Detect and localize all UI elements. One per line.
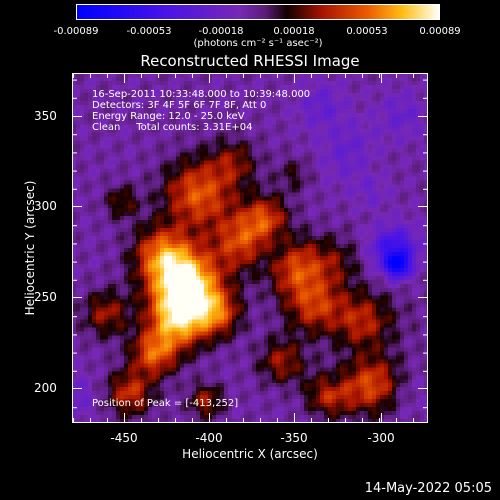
y-tick-label: 300 (34, 199, 57, 213)
time-range-text: 16-Sep-2011 10:33:48.000 to 10:39:48.000 (92, 89, 311, 100)
x-tick-label: -300 (367, 431, 395, 445)
x-tick-label: -400 (195, 431, 223, 445)
energy-range-text: Energy Range: 12.0 - 25.0 keV (92, 111, 245, 122)
date-stamp: 14-May-2022 05:05 (364, 481, 492, 496)
image-plot: 16-Sep-2011 10:33:48.000 to 10:39:48.000… (72, 73, 428, 423)
peak-position-text: Position of Peak = [-413,252] (92, 398, 239, 409)
x-axis-label: Heliocentric X (arcsec) (182, 447, 318, 461)
colorbar-units-label: (photons cm⁻² s⁻¹ asec⁻²) (193, 38, 323, 49)
y-axis-label: Heliocentric Y (arcsec) (23, 180, 37, 316)
colorbar (76, 4, 440, 20)
colorbar-tick-label: 0.00053 (346, 26, 388, 37)
colorbar-tick-label: 0.00089 (419, 26, 461, 37)
x-tick-label: -350 (280, 431, 308, 445)
colorbar-tick-label: -0.00089 (53, 26, 99, 37)
y-tick-label: 350 (34, 109, 57, 123)
y-tick-label: 250 (34, 290, 57, 304)
image-title: Reconstructed RHESSI Image (140, 52, 360, 70)
colorbar-tick-label: -0.00018 (198, 26, 244, 37)
x-tick-label: -450 (110, 431, 138, 445)
rhessi-image-heatmap (72, 73, 428, 423)
clean-counts-text: Clean Total counts: 3.31E+04 (92, 122, 253, 133)
detectors-text: Detectors: 3F 4F 5F 6F 7F 8F, Att 0 (92, 100, 267, 111)
colorbar-tick-label: -0.00053 (126, 26, 172, 37)
colorbar-tick-label: 0.00018 (273, 26, 315, 37)
plot-frame (72, 73, 428, 423)
y-tick-label: 200 (34, 381, 57, 395)
